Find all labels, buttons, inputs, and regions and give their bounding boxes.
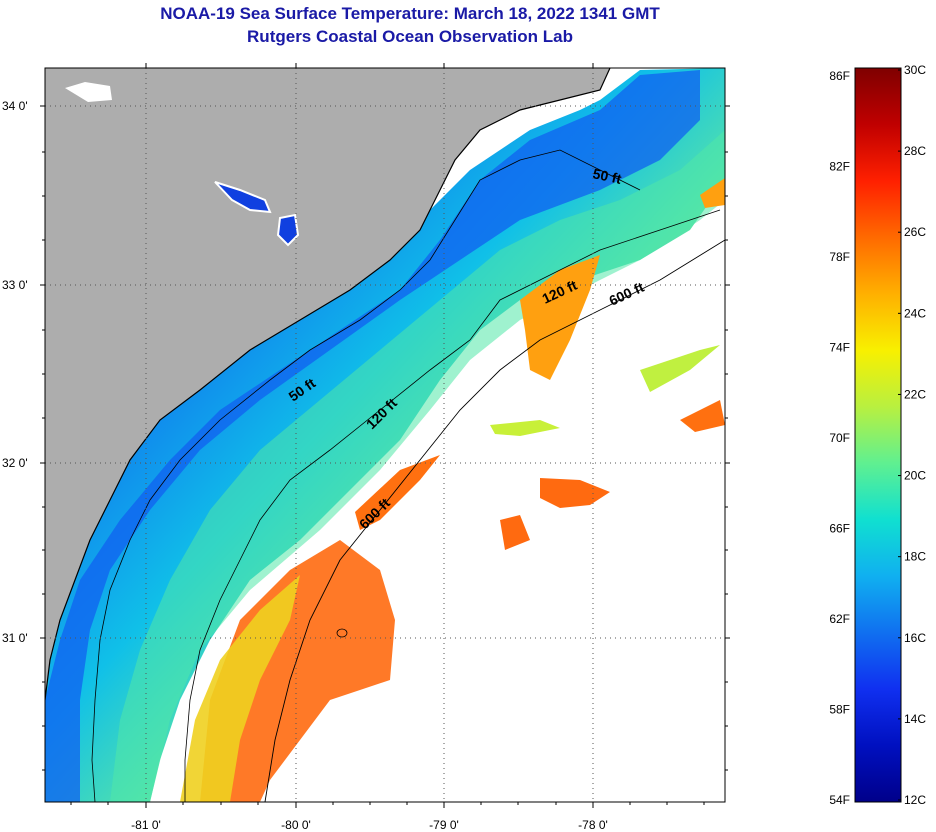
colorbar-c-label: 16C xyxy=(904,631,926,645)
lon-label-79: -79 0' xyxy=(429,818,459,832)
colorbar-f-label: 70F xyxy=(829,431,850,445)
sst-yellowgreen-streak xyxy=(640,345,720,392)
contour-label-50ft-ne: 50 ft xyxy=(591,165,623,187)
title-line-2: Rutgers Coastal Ocean Observation Lab xyxy=(247,27,573,46)
contour-120ft xyxy=(184,209,721,802)
sst-midshelf xyxy=(110,130,725,802)
lake-moultrie xyxy=(276,213,300,247)
colorbar-f-label: 62F xyxy=(829,612,850,626)
colorbar-f-label: 66F xyxy=(829,522,850,536)
colorbar-c-label: 28C xyxy=(904,144,926,158)
lat-label-31: 31 0' xyxy=(2,631,28,645)
colorbar-bar xyxy=(854,67,902,803)
lon-label-78: -78 0' xyxy=(578,818,608,832)
sst-small-warm-1 xyxy=(355,455,440,530)
lat-label-33: 33 0' xyxy=(2,278,28,292)
sst-map[interactable]: 50 ft 120 ft 600 ft 50 ft 120 ft 600 ft … xyxy=(0,0,760,832)
contour-50ft xyxy=(91,149,641,802)
colorbar-c-label: 14C xyxy=(904,712,926,726)
colorbar-c-label: 18C xyxy=(904,550,926,564)
colorbar-c-label: 22C xyxy=(904,387,926,401)
contour-600ft xyxy=(264,239,725,802)
colorbar-f-label: 82F xyxy=(829,160,850,174)
colorbar-c-label: 12C xyxy=(904,793,926,807)
axis-ticks xyxy=(40,63,730,808)
colorbar-f-label: 86F xyxy=(829,69,850,83)
sst-small-warm-2 xyxy=(500,515,530,550)
colorbar-f-label: 54F xyxy=(829,793,850,807)
sst-warm-south xyxy=(200,540,395,802)
sst-warm-patch-ne xyxy=(520,255,600,380)
title-line-1: NOAA-19 Sea Surface Temperature: March 1… xyxy=(160,4,660,23)
sst-warm-patch-far-e xyxy=(680,400,725,432)
lat-label-34: 34 0' xyxy=(2,99,28,113)
colorbar-f-label: 78F xyxy=(829,250,850,264)
lon-label-80: -80 0' xyxy=(281,818,311,832)
lon-label-81: -81 0' xyxy=(131,818,161,832)
sst-warm-patch-far-ne xyxy=(700,178,725,208)
grid-lines xyxy=(45,68,725,802)
lat-label-32: 32 0' xyxy=(2,456,28,470)
map-frame xyxy=(44,67,726,803)
lake-marion xyxy=(214,181,272,214)
colorbar-c-label: 26C xyxy=(904,225,926,239)
sst-yellow-south xyxy=(180,575,300,802)
colorbar-c-label: 30C xyxy=(904,63,926,77)
sst-yellowgreen-streak-2 xyxy=(490,420,560,436)
sst-warm-patch-east xyxy=(540,478,610,508)
colorbar-f-label: 74F xyxy=(829,341,850,355)
coastline xyxy=(45,68,611,701)
sst-nearshore-cold xyxy=(45,70,700,802)
inland-white-patch xyxy=(65,82,112,102)
colorbar-c-label: 20C xyxy=(904,469,926,483)
colorbar-f-label: 58F xyxy=(829,703,850,717)
contour-small-ring xyxy=(336,628,348,638)
colorbar-c-label: 24C xyxy=(904,306,926,320)
land xyxy=(45,68,610,700)
